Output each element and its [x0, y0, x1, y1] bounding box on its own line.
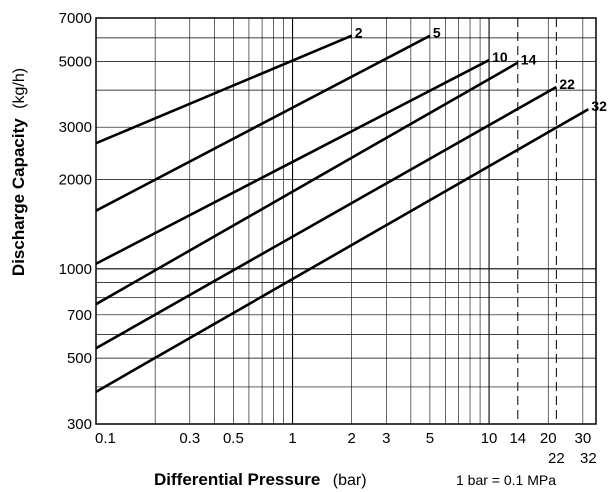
- unit-conversion-note: 1 bar = 0.1 MPa: [456, 472, 556, 488]
- x-tick-label: 1: [288, 430, 296, 447]
- series-label-5: 5: [433, 25, 441, 41]
- x-tick-label: 0.5: [223, 430, 244, 447]
- series-line-5: [95, 34, 431, 212]
- x-tick-label: 0.1: [95, 430, 116, 447]
- x-tick-labels: 0.1 0.3 0.5 1 2 3 5 10 14 20 30 22 32: [95, 430, 597, 467]
- x-axis-title-text: Differential Pressure: [154, 470, 320, 489]
- y-tick-label: 7000: [59, 10, 92, 27]
- series-label-22: 22: [559, 76, 575, 92]
- series-line-14: [95, 61, 519, 306]
- x-tick-label-secondary: 32: [580, 450, 597, 467]
- x-tick-label: 10: [481, 430, 498, 447]
- series-label-2: 2: [355, 25, 363, 41]
- x-axis-title: Differential Pressure (bar): [154, 470, 367, 489]
- y-tick-label: 700: [67, 307, 92, 324]
- x-tick-label: 5: [426, 430, 434, 447]
- series-label-32: 32: [591, 98, 607, 114]
- major-grid: [291, 18, 490, 424]
- y-tick-label: 3000: [59, 119, 92, 136]
- series-label-14: 14: [521, 52, 537, 68]
- series-line-2: [95, 34, 353, 145]
- y-axis-title: Discharge Capacity (kg/h): [9, 68, 28, 276]
- y-tick-label: 1000: [59, 261, 92, 278]
- x-tick-label-secondary: 22: [548, 450, 565, 467]
- reference-lines: [517, 18, 557, 424]
- series-label-10: 10: [492, 49, 508, 65]
- series-line-10: [95, 58, 490, 265]
- series-line-22: [95, 85, 558, 350]
- series-lines: [95, 34, 589, 393]
- plot-frame: [95, 17, 597, 425]
- x-tick-label: 2: [348, 430, 356, 447]
- series-line-32: [95, 108, 589, 393]
- y-tick-label: 500: [67, 350, 92, 367]
- y-tick-label: 2000: [59, 171, 92, 188]
- series-labels: 2 5 10 14 22 32: [355, 25, 607, 114]
- x-tick-label: 0.3: [179, 430, 200, 447]
- y-axis-title-unit: (kg/h): [11, 68, 28, 109]
- y-tick-label: 300: [67, 416, 92, 433]
- x-tick-label: 14: [509, 430, 526, 447]
- y-tick-label: 5000: [59, 53, 92, 70]
- y-axis-title-text: Discharge Capacity: [9, 118, 28, 276]
- x-axis-title-unit: (bar): [333, 472, 367, 489]
- x-tick-label: 3: [382, 430, 390, 447]
- y-tick-labels: 300 500 700 1000 2000 3000 5000 7000: [59, 10, 92, 433]
- minor-grid: [96, 18, 596, 424]
- x-tick-label: 20: [540, 430, 557, 447]
- x-tick-label: 30: [574, 430, 591, 447]
